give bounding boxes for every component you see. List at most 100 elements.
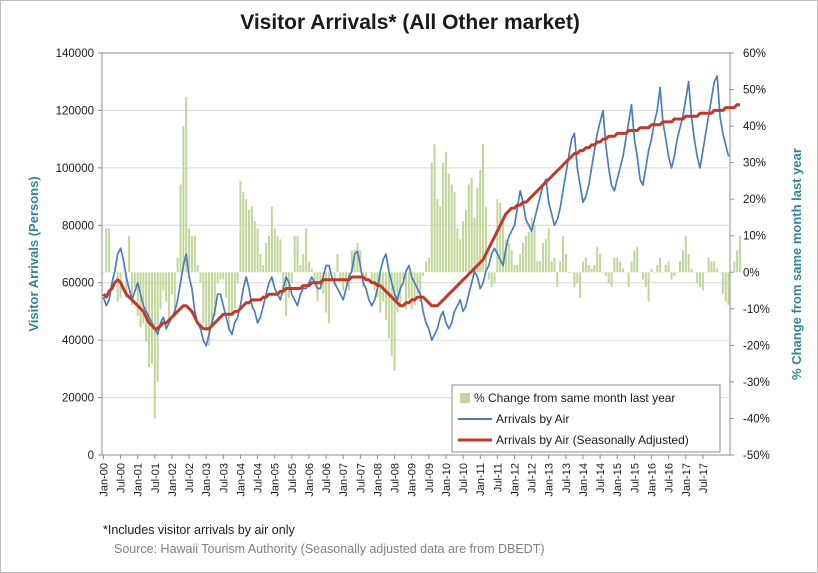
x-tick-label: Jul-16: [664, 463, 676, 493]
pct-change-bar: [262, 264, 265, 273]
pct-change-bar: [136, 272, 139, 317]
pct-change-bar: [487, 272, 490, 280]
pct-change-bar: [145, 272, 148, 342]
pct-change-bar: [624, 272, 627, 273]
pct-change-bar: [499, 202, 502, 273]
plot-area: [101, 52, 731, 456]
pct-change-bar: [619, 261, 622, 273]
pct-change-bar: [188, 228, 191, 273]
pct-change-bar: [222, 272, 225, 280]
pct-change-bar: [556, 272, 559, 287]
x-tick-label: Jul-04: [253, 463, 265, 493]
pct-change-bar: [353, 250, 356, 273]
pct-change-bar: [273, 228, 276, 273]
x-tick-label: Jan-02: [167, 463, 179, 497]
pct-change-bar: [536, 261, 539, 273]
x-tick-label: Jul-03: [218, 463, 230, 493]
pct-change-bar: [639, 272, 642, 273]
pct-change-bar: [213, 272, 216, 317]
pct-change-bar: [345, 272, 348, 284]
pct-change-bar: [698, 272, 702, 287]
pct-change-bar: [604, 272, 607, 276]
pct-change-bar: [313, 272, 316, 284]
pct-change-bar: [133, 272, 136, 287]
pct-change-bar: [227, 272, 231, 331]
pct-change-bar: [456, 228, 459, 273]
pct-change-bar: [439, 206, 442, 273]
pct-change-bar: [205, 272, 208, 331]
pct-change-bar: [636, 246, 639, 273]
pct-change-bar: [607, 272, 610, 284]
pct-change-bar: [162, 272, 165, 291]
pct-change-bar: [482, 144, 485, 273]
pct-change-bar: [687, 254, 690, 273]
pct-change-bar: [393, 272, 396, 371]
pct-change-bar: [342, 272, 345, 291]
x-tick-label: Jan-08: [372, 463, 384, 497]
pct-change-bar: [701, 272, 704, 291]
pct-change-bar: [507, 243, 510, 273]
y2-tick-label: -50%: [743, 450, 770, 462]
pct-change-bar: [356, 243, 359, 273]
pct-change-bar: [576, 272, 579, 284]
pct-change-bar: [299, 264, 302, 273]
pct-change-bar: [567, 272, 570, 273]
x-tick-label: Jul-17: [698, 463, 710, 493]
y2-tick-label: 30%: [743, 158, 766, 170]
pct-change-bar: [596, 246, 599, 273]
pct-change-bar: [430, 162, 433, 273]
x-tick-label: Jan-04: [235, 463, 247, 497]
pct-change-bar: [199, 272, 202, 284]
pct-change-bar: [633, 250, 636, 273]
pct-change-bar: [416, 272, 419, 295]
pct-change-bar: [310, 268, 313, 273]
y-tick-label: 100000: [56, 163, 94, 175]
pct-change-bar: [593, 264, 596, 273]
pct-change-bar: [322, 272, 325, 295]
pct-change-bar: [630, 261, 633, 273]
y2-tick-label: 0%: [743, 267, 760, 279]
pct-change-bar: [319, 272, 322, 284]
pct-change-bar: [290, 272, 293, 284]
pct-change-bar: [256, 228, 259, 273]
pct-change-bar: [736, 250, 739, 273]
x-tick-label: Jul-00: [116, 463, 128, 493]
x-tick-label: Jul-05: [287, 463, 299, 493]
x-tick-label: Jul-08: [390, 463, 402, 493]
pct-change-bar: [570, 272, 573, 273]
pct-change-bar: [599, 254, 602, 273]
pct-change-bar: [410, 272, 413, 309]
x-tick-label: Jul-09: [424, 463, 436, 493]
pct-change-bar: [327, 272, 330, 324]
pct-change-bar: [139, 272, 142, 328]
pct-change-bar: [587, 264, 590, 273]
pct-change-bar: [519, 254, 522, 273]
pct-change-bar: [616, 257, 619, 273]
pct-change-bar: [436, 199, 439, 273]
pct-change-bar: [302, 254, 305, 273]
pct-change-bar: [584, 257, 587, 273]
pct-change-bar: [650, 268, 653, 273]
pct-change-bar: [490, 272, 493, 287]
pct-change-bar: [330, 272, 333, 273]
pct-change-bar: [176, 257, 179, 273]
pct-change-bar: [379, 272, 382, 313]
chart-title: Visitor Arrivals* (All Other market): [240, 11, 580, 34]
pct-change-bar: [613, 257, 616, 273]
pct-change-bar: [690, 268, 693, 273]
pct-change-bar: [265, 243, 268, 273]
y2-tick-label: -30%: [743, 377, 770, 389]
pct-change-bar: [413, 272, 416, 306]
pct-change-bar: [524, 235, 527, 273]
pct-change-bar: [710, 261, 713, 273]
pct-change-bar: [422, 272, 425, 276]
pct-change-bar: [367, 272, 370, 273]
pct-change-bar: [453, 191, 456, 273]
pct-change-bar: [601, 272, 605, 273]
pct-change-bar: [641, 272, 644, 280]
pct-change-bar: [282, 272, 285, 291]
pct-change-bar: [387, 272, 390, 339]
pct-change-bar: [447, 173, 450, 273]
air-arrivals-line: [102, 75, 730, 347]
legend-box: [451, 384, 721, 453]
